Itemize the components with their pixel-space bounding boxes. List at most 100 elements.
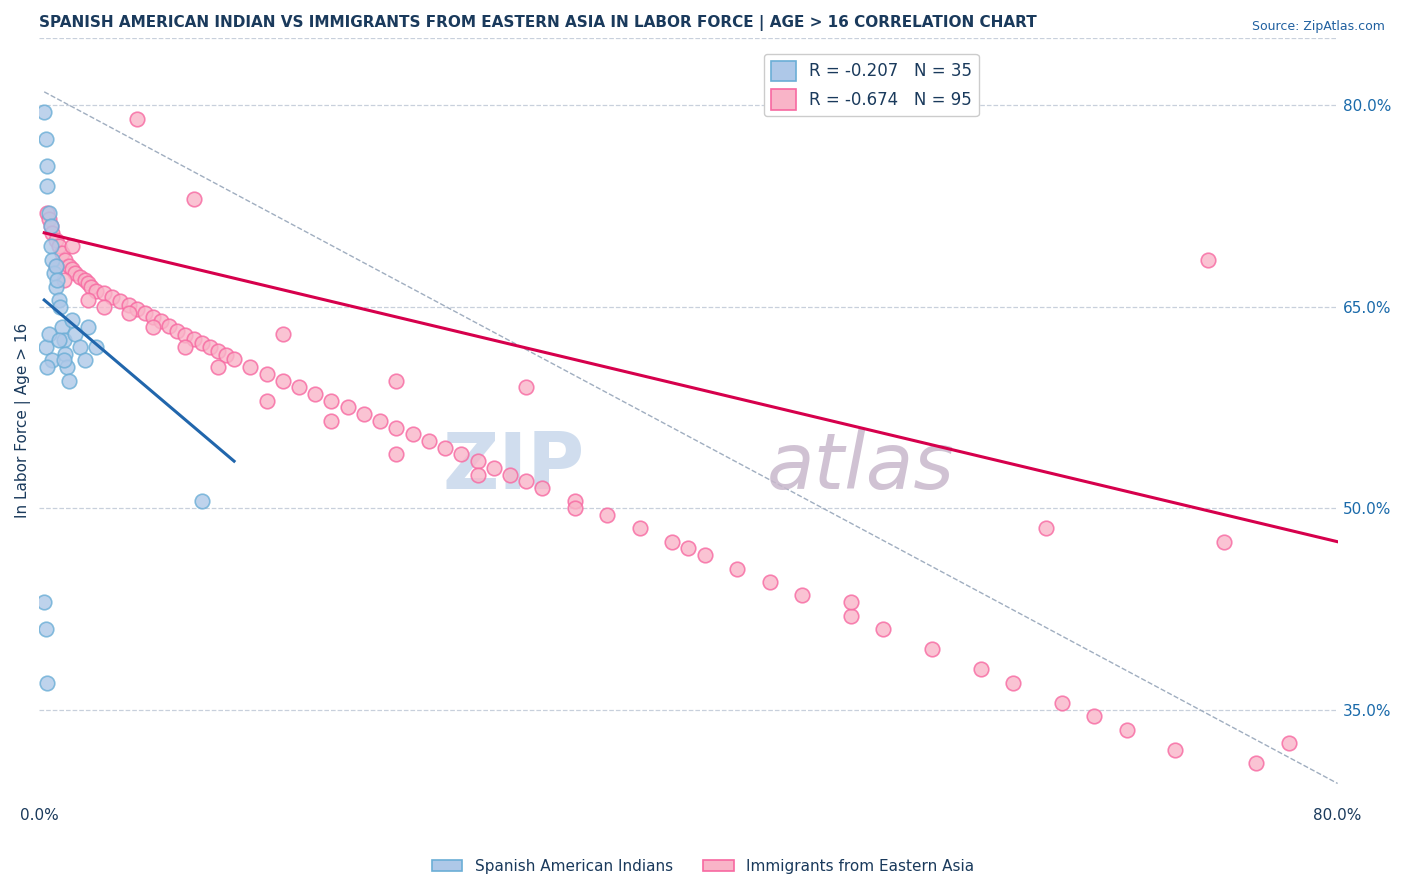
Point xyxy=(1050,696,1073,710)
Point xyxy=(52,333,75,347)
Point xyxy=(385,420,408,434)
Point xyxy=(531,481,554,495)
Point xyxy=(1002,675,1025,690)
Point xyxy=(174,340,197,354)
Point xyxy=(198,340,221,354)
Point xyxy=(1035,521,1057,535)
Point xyxy=(134,306,156,320)
Point xyxy=(48,293,70,307)
Point xyxy=(142,310,165,325)
Point xyxy=(63,326,86,341)
Point xyxy=(48,239,70,253)
Point xyxy=(38,326,60,341)
Text: SPANISH AMERICAN INDIAN VS IMMIGRANTS FROM EASTERN ASIA IN LABOR FORCE | AGE > 1: SPANISH AMERICAN INDIAN VS IMMIGRANTS FR… xyxy=(39,15,1038,31)
Point xyxy=(678,541,700,556)
Text: ZIP: ZIP xyxy=(443,429,585,505)
Point xyxy=(1278,736,1301,750)
Y-axis label: In Labor Force | Age > 16: In Labor Force | Age > 16 xyxy=(15,323,31,518)
Point xyxy=(207,344,229,359)
Point xyxy=(58,260,80,274)
Point xyxy=(183,192,205,206)
Point xyxy=(93,300,115,314)
Point xyxy=(336,401,359,415)
Point xyxy=(73,353,96,368)
Point xyxy=(142,319,165,334)
Point xyxy=(63,266,86,280)
Point xyxy=(1083,709,1105,723)
Point xyxy=(385,447,408,461)
Point xyxy=(37,178,59,193)
Point xyxy=(110,294,132,309)
Point xyxy=(56,360,79,375)
Point xyxy=(467,467,489,482)
Point xyxy=(39,219,62,234)
Point xyxy=(515,380,537,394)
Point xyxy=(51,319,73,334)
Point xyxy=(125,112,148,126)
Point xyxy=(60,313,83,327)
Point xyxy=(239,360,262,375)
Point xyxy=(53,347,76,361)
Point xyxy=(52,353,75,368)
Point xyxy=(368,414,391,428)
Point xyxy=(80,279,103,293)
Point xyxy=(84,284,107,298)
Point xyxy=(385,374,408,388)
Point xyxy=(256,393,278,408)
Point xyxy=(190,494,212,508)
Point xyxy=(596,508,619,522)
Point xyxy=(69,270,91,285)
Point xyxy=(39,219,62,234)
Point xyxy=(32,105,55,120)
Legend: R = -0.207   N = 35, R = -0.674   N = 95: R = -0.207 N = 35, R = -0.674 N = 95 xyxy=(763,54,979,117)
Point xyxy=(839,595,862,609)
Point xyxy=(117,298,139,312)
Point xyxy=(45,260,67,274)
Point xyxy=(38,212,60,227)
Point xyxy=(1213,534,1236,549)
Point xyxy=(758,574,780,589)
Point xyxy=(32,595,55,609)
Point xyxy=(41,353,63,368)
Point xyxy=(564,494,586,508)
Point xyxy=(77,319,100,334)
Point xyxy=(45,233,67,247)
Point xyxy=(271,326,294,341)
Point xyxy=(1164,743,1187,757)
Point xyxy=(42,266,65,280)
Point xyxy=(69,340,91,354)
Point xyxy=(35,622,58,636)
Point xyxy=(73,273,96,287)
Point xyxy=(41,226,63,240)
Point xyxy=(921,642,943,657)
Text: Source: ZipAtlas.com: Source: ZipAtlas.com xyxy=(1251,20,1385,33)
Point xyxy=(77,293,100,307)
Point xyxy=(207,360,229,375)
Point xyxy=(150,314,173,328)
Point xyxy=(190,335,212,350)
Point xyxy=(304,387,326,401)
Point xyxy=(1115,723,1137,737)
Point xyxy=(467,454,489,468)
Point xyxy=(60,239,83,253)
Point xyxy=(321,393,343,408)
Point xyxy=(183,332,205,346)
Point xyxy=(174,327,197,342)
Point xyxy=(84,340,107,354)
Point xyxy=(790,589,813,603)
Point xyxy=(117,306,139,320)
Point xyxy=(1246,756,1268,771)
Point xyxy=(46,273,69,287)
Point xyxy=(256,367,278,381)
Point xyxy=(58,374,80,388)
Point xyxy=(53,252,76,267)
Point xyxy=(482,461,505,475)
Point xyxy=(661,534,683,549)
Point xyxy=(37,675,59,690)
Point xyxy=(401,427,423,442)
Point xyxy=(215,348,238,362)
Point xyxy=(222,352,245,367)
Point xyxy=(288,380,311,394)
Point xyxy=(628,521,651,535)
Point xyxy=(49,300,72,314)
